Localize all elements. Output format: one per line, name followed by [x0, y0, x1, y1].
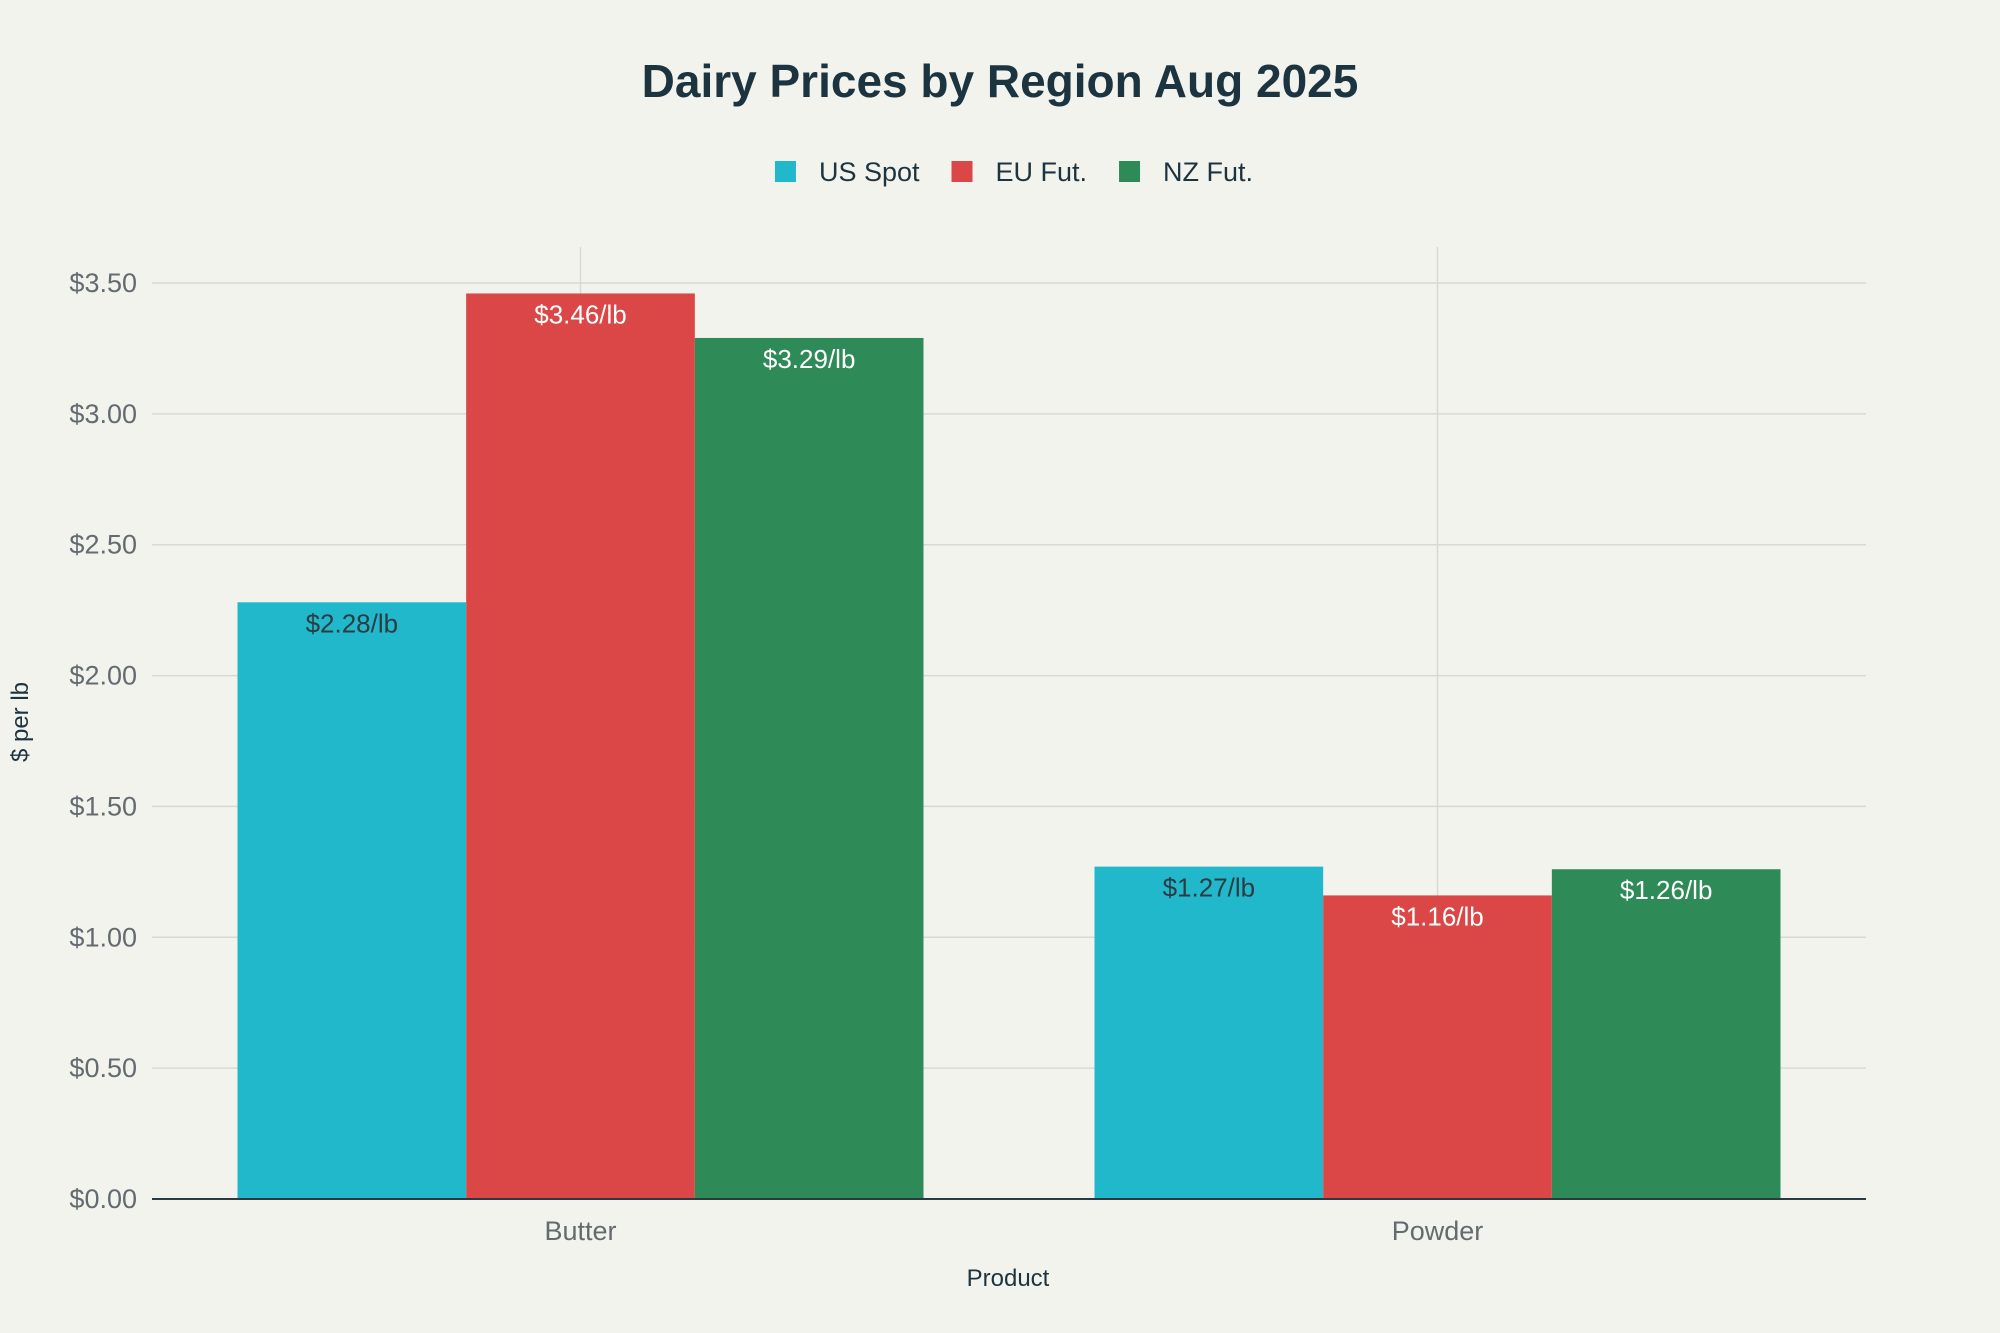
legend: US Spot EU Fut. NZ Fut. — [774, 157, 1253, 187]
data-label: $2.28/lb — [306, 608, 399, 638]
bar — [1094, 866, 1324, 1199]
bar — [1551, 869, 1781, 1199]
chart-title: Dairy Prices by Region Aug 2025 — [642, 55, 1359, 107]
x-tick-label: Powder — [1392, 1216, 1484, 1246]
y-tick-label: $1.00 — [69, 922, 137, 952]
y-tick-label: $1.50 — [69, 791, 137, 821]
y-axis: $0.00 $0.50 $1.00 $1.50 $2.00 $2.50 $3.00 $3.50 — [69, 268, 137, 1214]
legend-swatch — [774, 161, 796, 182]
data-label: $1.27/lb — [1163, 873, 1256, 903]
data-label: $1.26/lb — [1620, 875, 1713, 905]
y-tick-label: $2.50 — [69, 530, 137, 560]
bars — [237, 293, 1781, 1200]
data-label: $3.29/lb — [763, 344, 856, 374]
legend-label: US Spot — [819, 157, 920, 187]
y-tick-label: $3.50 — [69, 268, 137, 298]
x-axis-title: Product — [967, 1265, 1050, 1292]
legend-item: EU Fut. — [951, 157, 1088, 187]
bar — [237, 602, 467, 1199]
y-tick-label: $2.00 — [69, 661, 137, 691]
bar — [466, 293, 695, 1199]
legend-swatch — [1119, 161, 1141, 182]
legend-swatch — [951, 161, 973, 182]
y-tick-label: $0.50 — [69, 1053, 137, 1083]
legend-label: NZ Fut. — [1163, 157, 1253, 187]
legend-label: EU Fut. — [996, 157, 1088, 187]
y-axis-title: $ per lb — [7, 682, 34, 762]
data-labels: $2.28/lb $3.46/lb $3.29/lb $1.27/lb $1.16/lb… — [306, 299, 1713, 931]
y-tick-label: $3.00 — [69, 399, 137, 429]
bar — [1323, 895, 1552, 1199]
x-tick-label: Butter — [544, 1216, 616, 1246]
legend-item: US Spot — [774, 157, 920, 187]
data-label: $1.16/lb — [1391, 901, 1484, 931]
y-tick-label: $0.00 — [69, 1184, 137, 1214]
x-axis: Butter Powder — [544, 1216, 1483, 1246]
bar — [694, 337, 924, 1200]
data-label: $3.46/lb — [534, 299, 627, 329]
legend-item: NZ Fut. — [1119, 157, 1253, 187]
